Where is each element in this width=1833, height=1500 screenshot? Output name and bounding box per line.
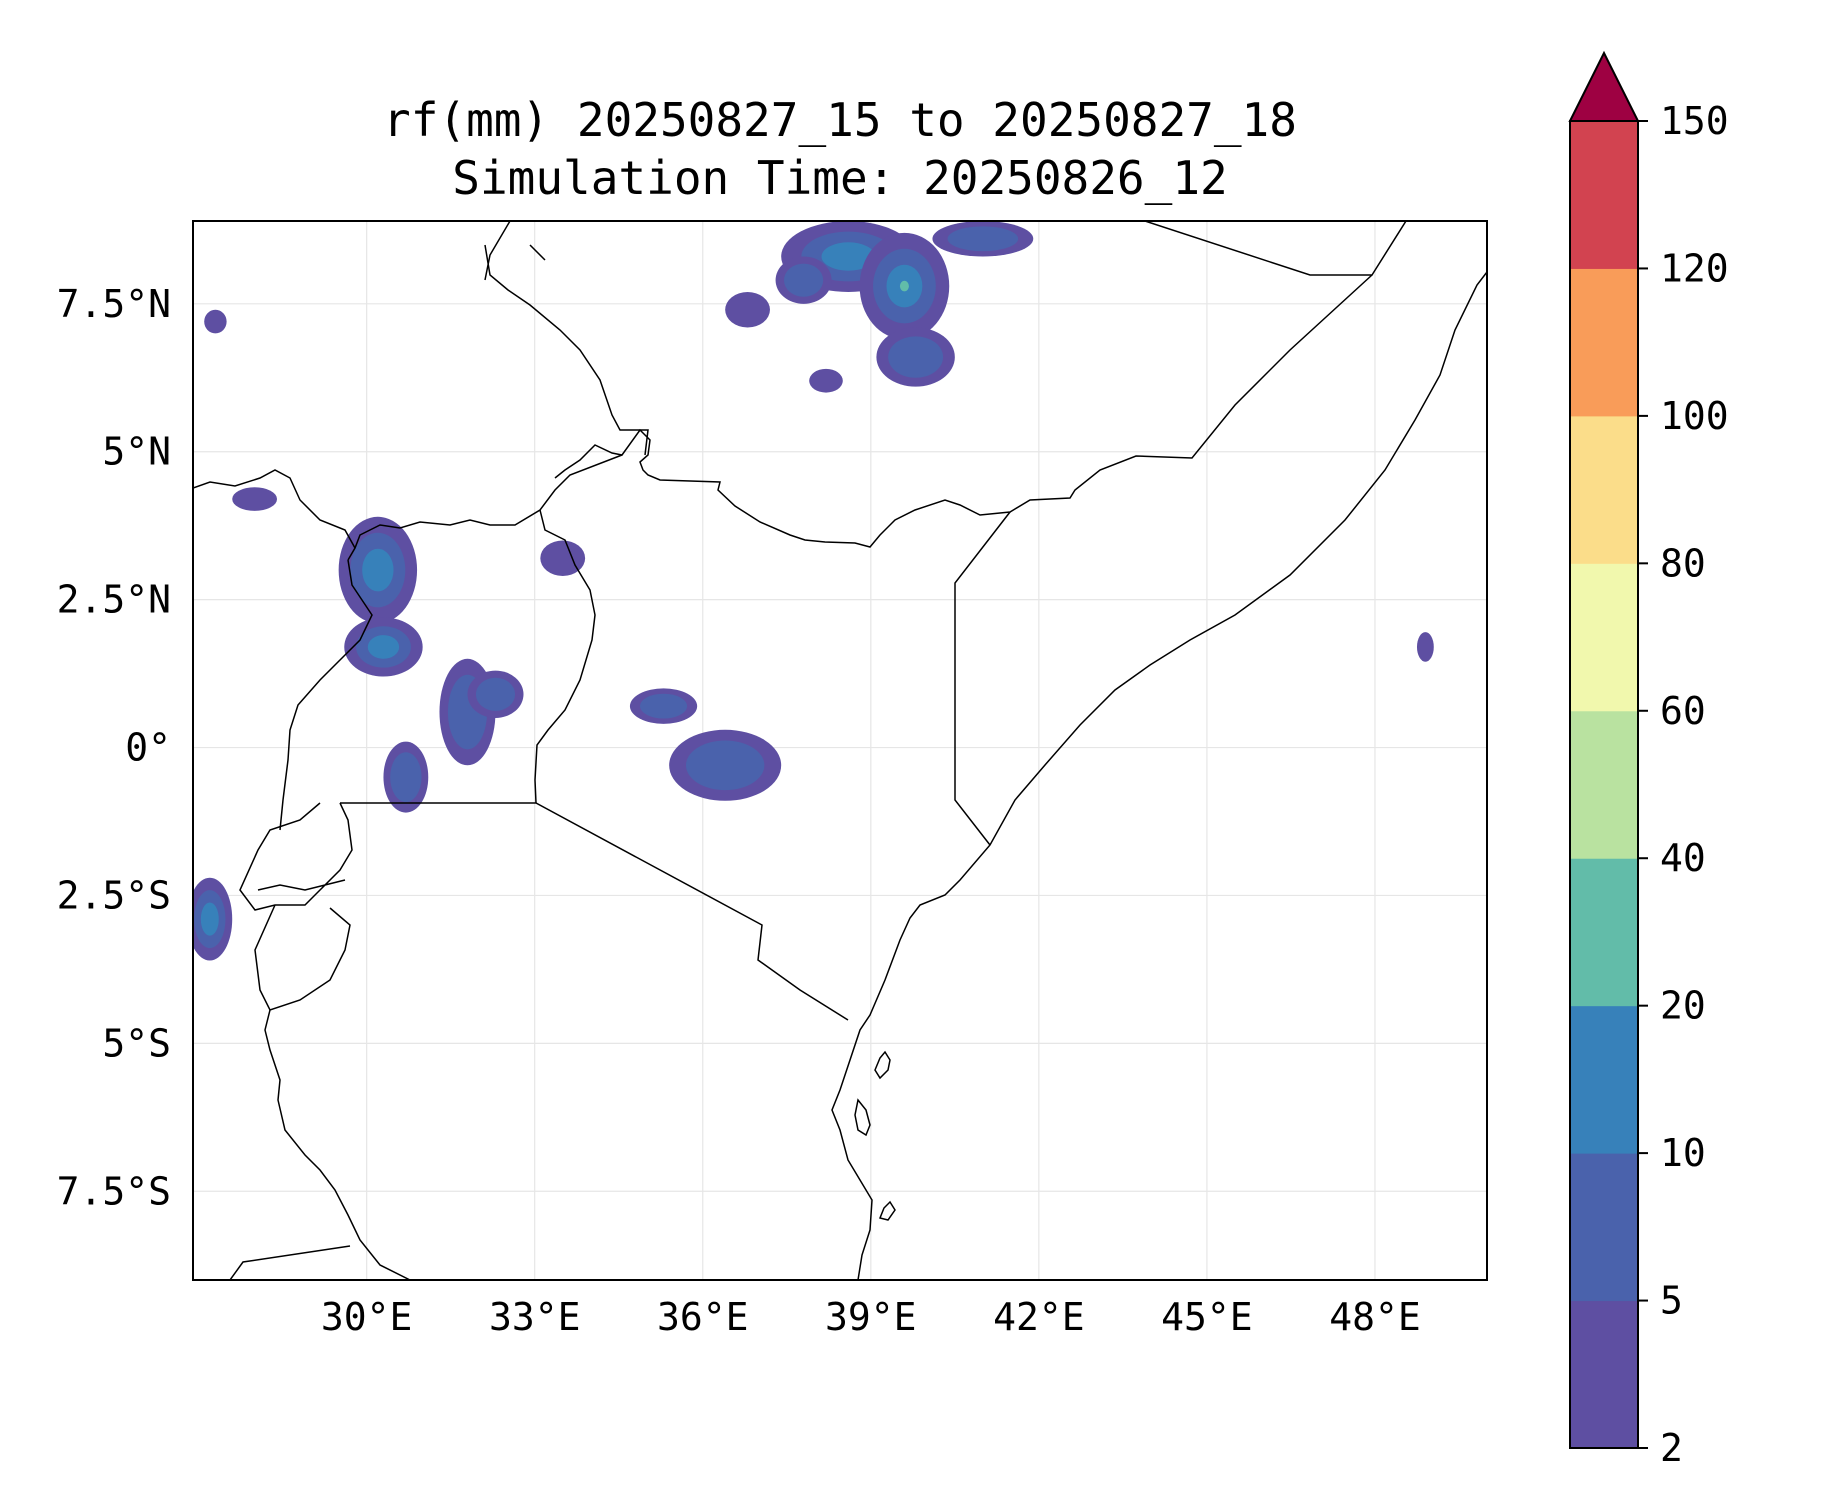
border-tanzania-north <box>340 802 849 1021</box>
y-axis-ticks: 7.5°N 5°N 2.5°N 0° 2.5°S 5°S 7.5°S <box>57 282 171 1213</box>
island-pemba <box>874 1050 891 1080</box>
colorbar-outline <box>1569 120 1639 1449</box>
rain-contour <box>232 487 278 511</box>
colorbar-segment <box>1570 858 1638 1007</box>
y-tick-label: 0° <box>125 726 171 770</box>
rain-contour <box>888 336 944 378</box>
figure-title-line-1: rf(mm) 20250827_15 to 20250827_18 <box>383 93 1297 147</box>
island-zanzibar <box>854 1098 871 1137</box>
x-tick-label: 33°E <box>489 1295 581 1339</box>
y-tick-label: 5°S <box>102 1021 171 1065</box>
rain-contour <box>1416 632 1434 662</box>
rain-contour <box>685 740 765 791</box>
colorbar-tick-label: 100 <box>1660 394 1729 438</box>
colorbar-segment <box>1570 563 1638 712</box>
rain-contour <box>821 242 876 271</box>
colorbar-tick-label: 2 <box>1660 1426 1683 1470</box>
border-south-sudan-uganda <box>347 454 623 561</box>
colorbar-tick-label: 20 <box>1660 984 1706 1028</box>
y-tick-label: 7.5°N <box>57 282 171 326</box>
x-tick-label: 30°E <box>321 1295 413 1339</box>
border-somalia-kenya <box>954 511 1011 846</box>
rain-contour <box>362 548 394 592</box>
rain-contour <box>367 635 400 659</box>
colorbar-tick-label: 60 <box>1660 689 1706 733</box>
rain-contour <box>475 677 516 711</box>
colorbar-segment <box>1570 121 1638 269</box>
rain-contour <box>640 693 688 719</box>
x-tick-label: 42°E <box>993 1295 1085 1339</box>
country-borders <box>193 221 1487 1280</box>
border-ethiopia-south-sudan <box>484 244 649 456</box>
rain-contour <box>390 752 422 802</box>
border-south-sudan-drc <box>193 469 356 549</box>
colorbar-segment <box>1570 1005 1638 1154</box>
x-tick-label: 45°E <box>1161 1295 1253 1339</box>
rain-contour <box>947 226 1019 252</box>
x-tick-label: 39°E <box>825 1295 917 1339</box>
border-tanzania-west <box>264 1009 411 1280</box>
colorbar-tick-label: 5 <box>1660 1279 1683 1323</box>
colorbar-tick-label: 80 <box>1660 541 1706 585</box>
border-uganda-kenya <box>534 509 596 804</box>
colorbar-segment <box>1570 415 1638 564</box>
x-axis-ticks: 30°E 33°E 36°E 39°E 42°E 45°E 48°E <box>321 1295 1421 1339</box>
colorbar: 2 5 10 20 40 60 80 100 120 150 <box>1568 50 1729 1470</box>
x-tick-label: 36°E <box>657 1295 749 1339</box>
rainfall-contours <box>193 221 1434 961</box>
rain-contour <box>200 902 219 936</box>
colorbar-tick-label: 10 <box>1660 1131 1706 1175</box>
map-frame <box>192 220 1488 1281</box>
border-tanzania-zambia <box>229 1245 351 1280</box>
y-tick-label: 7.5°S <box>57 1169 171 1213</box>
map-panel: 30°E 33°E 36°E 39°E 42°E 45°E 48°E 7.5°N 5°N 2.5… <box>57 220 1488 1339</box>
colorbar-segment <box>1570 268 1638 417</box>
rain-contour <box>204 309 227 334</box>
coastline <box>831 271 1487 1280</box>
border-rwanda-burundi <box>239 802 353 1011</box>
border-uganda-drc <box>279 559 373 831</box>
figure-title-line-2: Simulation Time: 20250826_12 <box>452 151 1227 205</box>
border-sudan-north <box>484 221 546 281</box>
island-mafia <box>878 1200 896 1221</box>
rain-contour <box>783 263 824 297</box>
rain-contour <box>899 280 909 292</box>
rain-contour <box>725 291 770 328</box>
colorbar-tick-label: 120 <box>1660 246 1729 290</box>
colorbar-segment <box>1570 1153 1638 1302</box>
x-tick-label: 48°E <box>1329 1295 1421 1339</box>
border-somalia-ethiopia <box>554 274 1373 548</box>
colorbar-tick-label: 150 <box>1660 99 1729 143</box>
colorbar-segment <box>1570 1300 1638 1449</box>
y-tick-label: 2.5°S <box>57 873 171 917</box>
border-somaliland <box>1144 221 1407 276</box>
colorbar-tick-label: 40 <box>1660 836 1706 880</box>
rain-contour <box>809 368 843 393</box>
rain-contour <box>540 540 586 576</box>
y-tick-label: 5°N <box>102 430 171 474</box>
colorbar-extend-arrow <box>1568 50 1640 122</box>
y-tick-label: 2.5°N <box>57 578 171 622</box>
colorbar-segment <box>1570 710 1638 859</box>
